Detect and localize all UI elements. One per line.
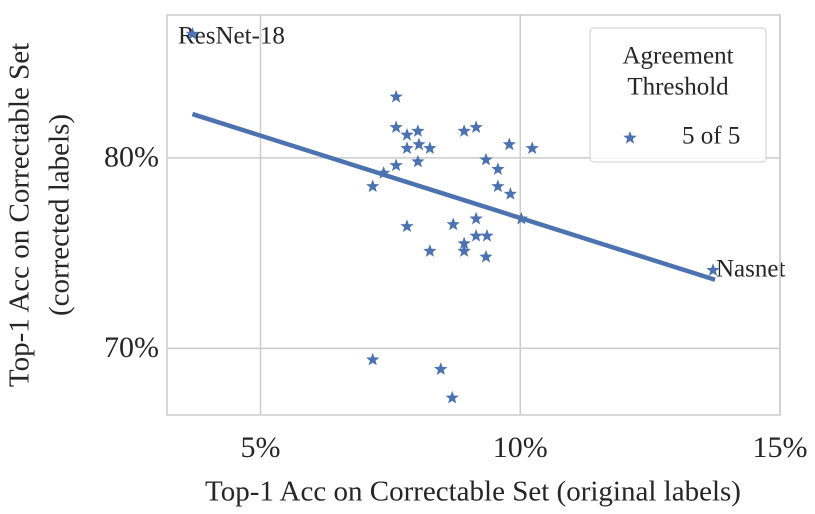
point (479, 249, 493, 263)
point (366, 179, 380, 193)
point (469, 211, 483, 225)
point (411, 124, 425, 137)
point (389, 120, 403, 133)
legend-marker (623, 131, 637, 144)
point (389, 89, 403, 103)
point (457, 124, 471, 137)
point (502, 137, 516, 151)
point (446, 217, 460, 231)
x-tick-label: 10% (493, 431, 548, 464)
point (400, 128, 414, 141)
point (503, 187, 517, 200)
point (706, 263, 720, 276)
y-tick-label: 80% (104, 141, 159, 174)
point (525, 141, 539, 154)
point (423, 244, 437, 257)
point (479, 152, 493, 166)
point (377, 166, 391, 179)
y-tick-label: 70% (104, 331, 159, 364)
annotation: ResNet-18 (178, 23, 285, 50)
y-axis-label: Top-1 Acc on Correctable Set (4, 43, 36, 387)
point (514, 211, 528, 225)
legend-box (589, 27, 767, 163)
plot-frame (166, 14, 781, 416)
point (469, 120, 483, 133)
legend-title: Threshold (627, 74, 729, 101)
point (457, 244, 471, 257)
point (491, 162, 505, 175)
point (185, 27, 200, 40)
point (411, 154, 425, 168)
annotation: Nasnet (716, 256, 785, 283)
point (480, 229, 494, 242)
x-axis-label: Top-1 Acc on Correctable Set (original l… (205, 476, 741, 508)
point (389, 158, 403, 172)
legend-label: 5 of 5 (682, 123, 740, 150)
fit-line (191, 111, 716, 282)
point (434, 362, 448, 375)
point (469, 229, 483, 242)
x-tick-label: 15% (753, 431, 808, 464)
point (491, 179, 505, 193)
y-axis-label: (corrected labels) (44, 114, 76, 316)
legend-title: Agreement (622, 43, 733, 70)
x-tick-label: 5% (241, 431, 281, 464)
point (423, 141, 437, 154)
point (412, 137, 426, 151)
point (400, 219, 414, 233)
point (457, 236, 471, 250)
point (400, 141, 414, 154)
point (366, 352, 380, 366)
point (445, 390, 459, 404)
